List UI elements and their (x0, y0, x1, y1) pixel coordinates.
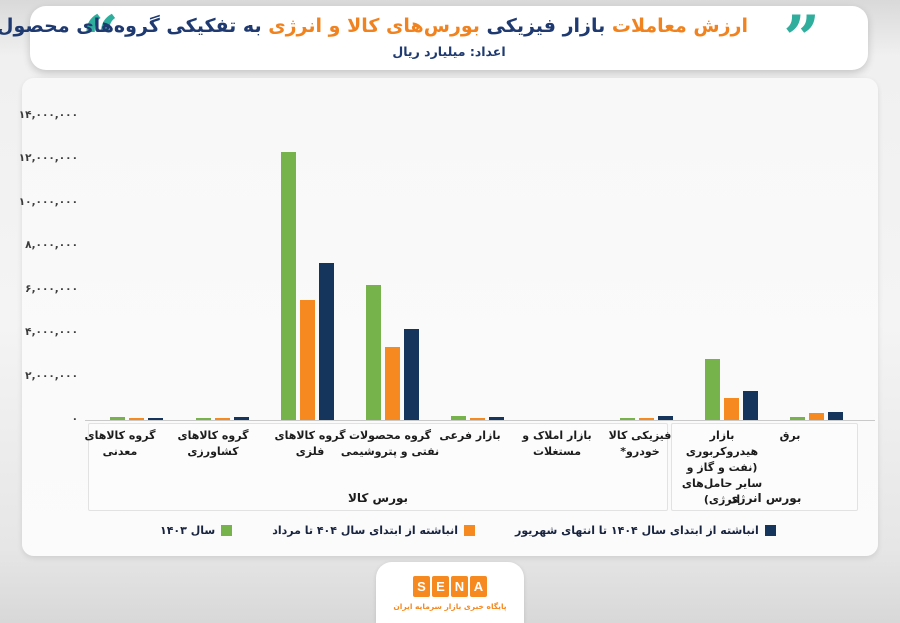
category-label: گروه محصولات نفتی و پتروشیمی (340, 429, 440, 458)
bar (620, 418, 635, 420)
quote-close-icon: ” (783, 2, 820, 77)
y-axis-tick: ۱۰,۰۰۰,۰۰۰ (18, 195, 78, 208)
category-label: بازار املاک و مستغلات (522, 429, 592, 458)
group-label: بورس انرژی (727, 491, 802, 505)
chart-unit-subtitle: اعداد: میلیارد ریال (392, 44, 506, 59)
legend-item: انباشته از ابتدای سال ۱۴۰۴ تا انتهای شهر… (515, 524, 776, 537)
bar (470, 417, 485, 420)
x-axis-line (85, 420, 875, 421)
y-axis-tick: ۸,۰۰۰,۰۰۰ (25, 239, 78, 251)
legend-label: سال ۱۴۰۳ (160, 523, 216, 537)
legend-item: سال ۱۴۰۳ (160, 523, 233, 537)
bar (385, 347, 400, 420)
category-label: فیزیکی کالا خودرو* (608, 429, 672, 458)
bar (404, 328, 419, 420)
page-title: ارزش معاملات بازار فیزیکی بورس‌های کالا … (0, 15, 748, 37)
bar (705, 359, 720, 420)
logo-letter-tile: N (451, 576, 468, 597)
legend-swatch (221, 524, 233, 536)
logo-letter-tile: A (470, 576, 487, 597)
category-label: بازار هیدروکربوری (نفت و گاز و سایر حامل… (681, 429, 763, 506)
y-axis-tick: ۶,۰۰۰,۰۰۰ (25, 282, 78, 295)
bar (743, 390, 758, 420)
bar (110, 416, 125, 420)
bar (724, 398, 739, 420)
legend-label: انباشته از ابتدای سال ۱۴۰۴ تا انتهای شهر… (515, 523, 759, 537)
bar (300, 300, 315, 420)
bar (790, 416, 805, 420)
bar (196, 417, 211, 420)
chart-panel (22, 78, 878, 556)
bar (281, 152, 296, 420)
y-axis-tick: ۰ (71, 413, 78, 425)
bar (215, 417, 230, 420)
group-box: بورس انرژی (671, 423, 858, 511)
legend: سال ۱۴۰۳ انباشته از ابتدای سال ۴۰۴ تا مرد… (160, 520, 776, 540)
logo-letter-tile: E (432, 576, 449, 597)
title-part: بازار فیزیکی (479, 15, 606, 37)
bar (319, 263, 334, 420)
category-label: گروه کالاهای معدنی (84, 429, 156, 458)
logo-letter-tile: S (413, 576, 430, 597)
bar (828, 412, 843, 420)
bar (639, 417, 654, 420)
legend-item: انباشته از ابتدای سال ۴۰۴ تا مرداد (272, 524, 475, 537)
bar (489, 417, 504, 420)
category-label: بازار فرعی (439, 429, 501, 442)
bar (129, 418, 144, 420)
quote-open-icon: “ (82, 2, 119, 77)
title-part: ارزش معاملات (605, 15, 748, 37)
y-axis-tick: ۴,۰۰۰,۰۰۰ (25, 326, 78, 338)
bar (148, 417, 163, 420)
group-box: بورس کالا (88, 423, 668, 511)
bar (234, 417, 249, 420)
bar (809, 413, 824, 420)
legend-label: انباشته از ابتدای سال ۴۰۴ تا مرداد (272, 523, 458, 537)
title-part: به تفکیکی گروه‌های محصول (0, 15, 262, 37)
title-card: “ ارزش معاملات بازار فیزیکی بورس‌های کال… (0, 2, 868, 77)
bar (366, 285, 381, 420)
bar (658, 416, 673, 420)
y-axis-tick: ۱۲,۰۰۰,۰۰۰ (18, 152, 78, 164)
y-axis-tick: ۲,۰۰۰,۰۰۰ (25, 369, 78, 382)
y-axis-tick: ۱۴,۰۰۰,۰۰۰ (18, 108, 78, 121)
legend-swatch (464, 524, 475, 536)
logo-tagline: پایگاه خبری بازار سرمایه ایران (393, 602, 507, 611)
category-label: برق (779, 429, 801, 442)
bar (451, 416, 466, 420)
category-label: گروه کالاهای فلزی (274, 429, 346, 458)
group-label: بورس کالا (347, 491, 409, 505)
category-label: گروه کالاهای کشاورزی (177, 429, 249, 458)
legend-swatch (764, 524, 776, 536)
title-part: بورس‌های کالا و انرژی (261, 15, 480, 37)
